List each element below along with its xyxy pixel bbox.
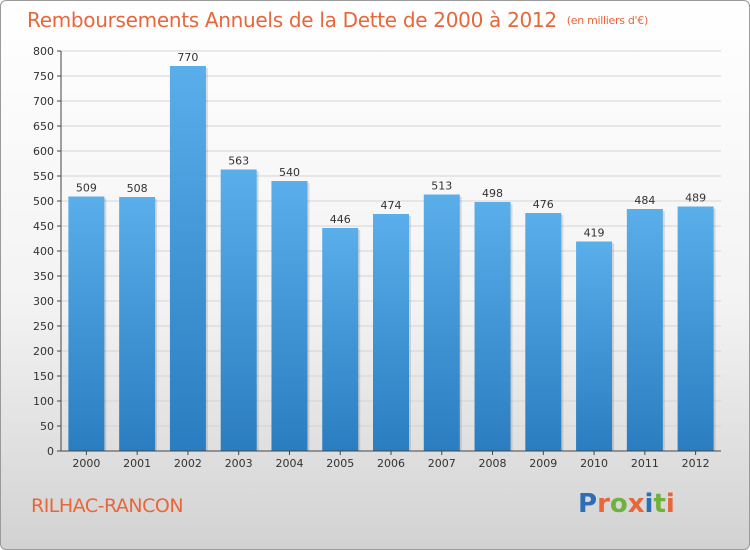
y-tick-label: 400 bbox=[33, 245, 54, 258]
bar-value-label: 489 bbox=[685, 192, 706, 205]
bar bbox=[423, 194, 460, 451]
y-tick-label: 0 bbox=[47, 445, 54, 458]
y-tick-label: 350 bbox=[33, 270, 54, 283]
bar bbox=[119, 197, 156, 451]
x-tick-label: 2009 bbox=[529, 457, 557, 470]
x-tick-label: 2010 bbox=[580, 457, 608, 470]
x-tick-label: 2007 bbox=[428, 457, 456, 470]
bar-value-label: 540 bbox=[279, 166, 300, 179]
x-tick-label: 2011 bbox=[631, 457, 659, 470]
bar bbox=[373, 214, 409, 451]
y-tick-label: 500 bbox=[33, 195, 54, 208]
bar-value-label: 508 bbox=[127, 182, 148, 195]
bar-value-label: 563 bbox=[228, 155, 249, 168]
bar bbox=[576, 241, 613, 451]
bar-value-label: 484 bbox=[634, 194, 655, 207]
y-tick-label: 50 bbox=[40, 420, 54, 433]
logo-letter: P bbox=[578, 489, 598, 519]
bar-value-label: 498 bbox=[482, 187, 503, 200]
y-tick-label: 550 bbox=[33, 170, 54, 183]
y-tick-label: 200 bbox=[33, 345, 54, 358]
y-tick-label: 650 bbox=[33, 120, 54, 133]
bar bbox=[626, 209, 663, 451]
logo-letter: r bbox=[597, 489, 610, 519]
bar bbox=[169, 66, 206, 451]
bar-value-label: 476 bbox=[533, 198, 554, 211]
logo-letter: o bbox=[609, 489, 628, 519]
bar-value-label: 770 bbox=[177, 51, 198, 64]
bar-value-label: 509 bbox=[76, 182, 97, 195]
bar bbox=[677, 206, 714, 451]
x-tick-label: 2008 bbox=[479, 457, 507, 470]
chart-title: Remboursements Annuels de la Dette de 20… bbox=[27, 8, 557, 32]
bar bbox=[220, 169, 257, 451]
bar bbox=[474, 202, 511, 451]
chart-unit: (en milliers d'€) bbox=[566, 14, 648, 27]
x-tick-label: 2006 bbox=[377, 457, 405, 470]
y-tick-label: 600 bbox=[33, 145, 54, 158]
y-tick-label: 250 bbox=[33, 320, 54, 333]
bar bbox=[525, 213, 562, 451]
x-tick-label: 2001 bbox=[123, 457, 151, 470]
logo-letter: i bbox=[644, 489, 654, 519]
x-tick-label: 2012 bbox=[682, 457, 710, 470]
y-tick-label: 750 bbox=[33, 70, 54, 83]
x-tick-label: 2003 bbox=[225, 457, 253, 470]
bar-value-label: 474 bbox=[381, 199, 402, 212]
bar-value-label: 513 bbox=[431, 180, 452, 193]
bar bbox=[271, 181, 308, 451]
y-tick-label: 800 bbox=[33, 45, 54, 58]
y-tick-label: 450 bbox=[33, 220, 54, 233]
x-tick-label: 2004 bbox=[275, 457, 303, 470]
y-tick-label: 100 bbox=[33, 395, 54, 408]
x-tick-label: 2000 bbox=[72, 457, 100, 470]
chart-title-block: Remboursements Annuels de la Dette de 20… bbox=[27, 8, 648, 32]
bar bbox=[68, 196, 105, 451]
labels: 0 50 100 150 200 250 300 350 400 450 500 550 600 650 7… bbox=[33, 45, 710, 470]
logo-letter: i bbox=[665, 489, 675, 519]
city-name: RILHAC-RANCON bbox=[31, 495, 184, 517]
bar-value-label: 446 bbox=[330, 213, 351, 226]
y-tick-label: 700 bbox=[33, 95, 54, 108]
proxiti-logo: Proxiti bbox=[578, 489, 675, 519]
logo-letter: x bbox=[627, 489, 645, 519]
axes bbox=[57, 50, 721, 455]
y-tick-label: 300 bbox=[33, 295, 54, 308]
x-tick-label: 2002 bbox=[174, 457, 202, 470]
logo-letter: t bbox=[653, 489, 666, 519]
bar-value-label: 419 bbox=[584, 227, 605, 240]
y-tick-label: 150 bbox=[33, 370, 54, 383]
bar bbox=[322, 228, 359, 451]
x-tick-label: 2005 bbox=[326, 457, 354, 470]
bars bbox=[68, 66, 716, 451]
